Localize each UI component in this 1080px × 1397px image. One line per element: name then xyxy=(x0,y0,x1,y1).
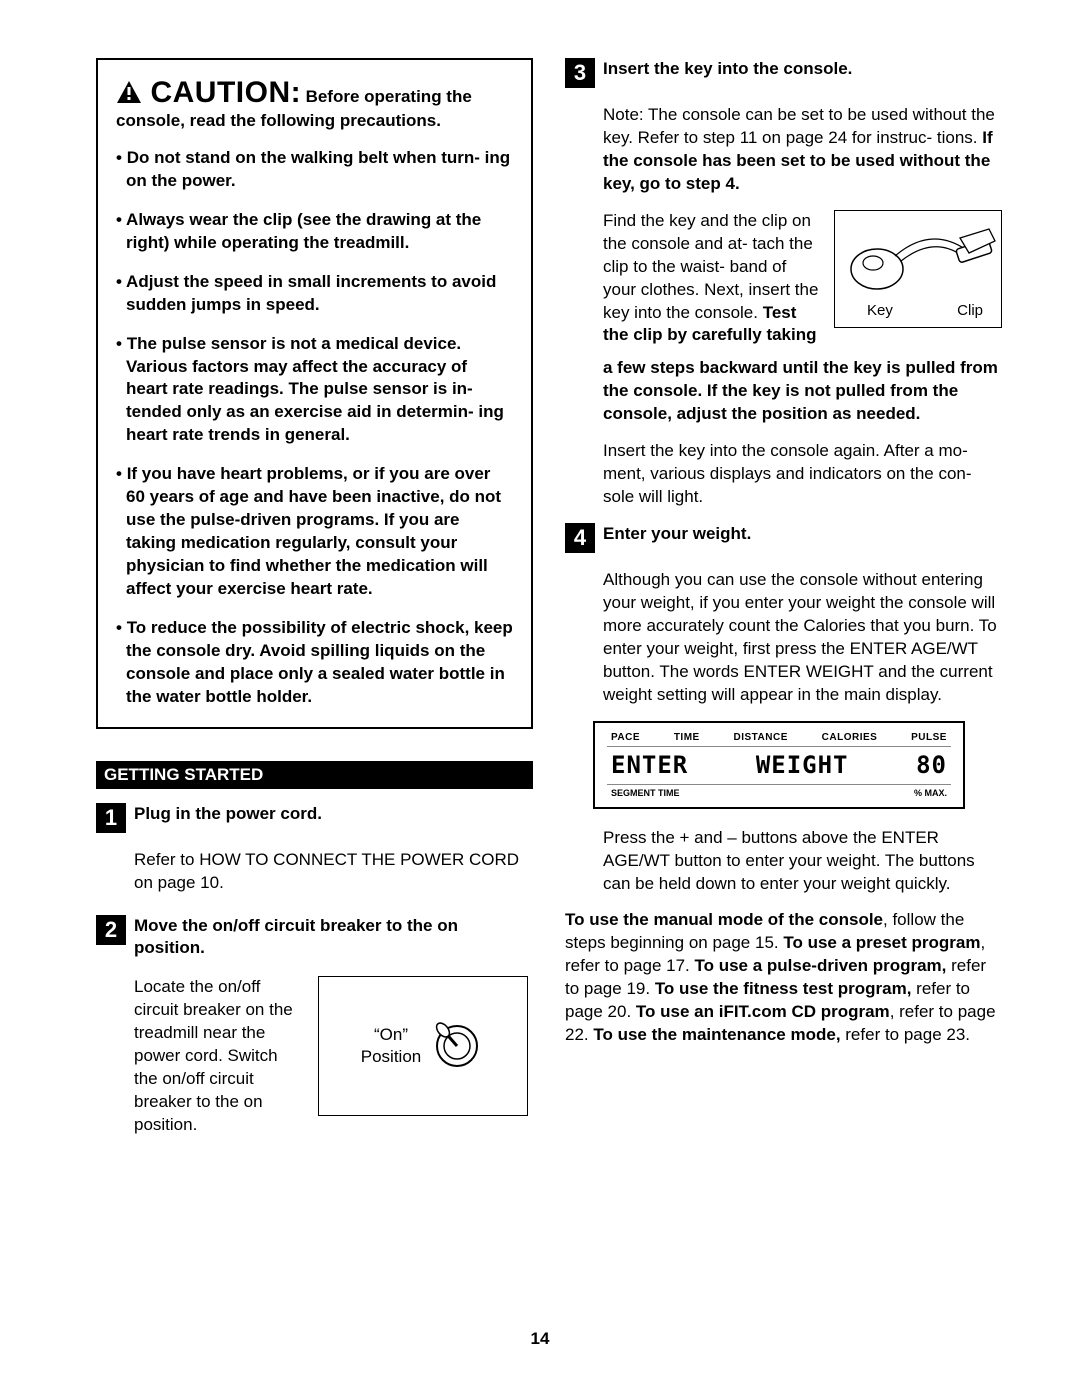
display-label-segment-time: SEGMENT TIME xyxy=(611,787,680,799)
on-label: “On” xyxy=(374,1025,408,1044)
key-clip-text: Find the key and the clip on the console… xyxy=(603,210,822,348)
step-2-row: Locate the on/off circuit breaker on the… xyxy=(96,976,533,1137)
caution-item: Always wear the clip (see the drawing at… xyxy=(116,209,513,255)
caution-list: Do not stand on the walking belt when tu… xyxy=(116,147,513,709)
caution-item: The pulse sensor is not a medical device… xyxy=(116,333,513,448)
console-display-panel: PACE TIME DISTANCE CALORIES PULSE ENTER … xyxy=(593,721,965,809)
warning-triangle-icon xyxy=(116,80,142,109)
key-clip-row: Find the key and the clip on the console… xyxy=(603,210,1002,348)
left-column: CAUTION: Before operating the console, r… xyxy=(96,58,533,1137)
step-3-note-plain: Note: The console can be set to be used … xyxy=(603,105,995,147)
step-number: 4 xyxy=(565,523,595,553)
closing-b1: To use the manual mode of the console xyxy=(565,910,883,929)
display-word-enter: ENTER xyxy=(611,749,688,781)
on-position-label: “On” Position xyxy=(361,1024,421,1068)
step-2-text: Locate the on/off circuit breaker on the… xyxy=(134,976,304,1137)
closing-r6: refer to page 23. xyxy=(841,1025,970,1044)
key-clip-drawing-icon xyxy=(835,211,1003,301)
step-2: 2 Move the on/off circuit breaker to the… xyxy=(96,915,533,961)
step-4-p2-wrap: Press the + and – buttons above the ENTE… xyxy=(565,827,1002,896)
closing-b2: To use a preset program xyxy=(783,933,980,952)
caution-word: CAUTION: xyxy=(150,76,301,109)
display-top-labels: PACE TIME DISTANCE CALORIES PULSE xyxy=(607,731,951,747)
key-clip-figure: Key Clip xyxy=(834,210,1002,328)
caution-intro-part2: console, read the following precautions. xyxy=(116,111,441,130)
display-label-pulse: PULSE xyxy=(911,731,947,745)
display-bottom-labels: SEGMENT TIME % MAX. xyxy=(607,785,951,799)
display-main-readout: ENTER WEIGHT 80 xyxy=(607,746,951,784)
display-label-time: TIME xyxy=(674,731,700,745)
display-label-pace: PACE xyxy=(611,731,640,745)
caution-intro-part1: Before operating the xyxy=(306,87,472,106)
step-number: 3 xyxy=(565,58,595,88)
key-label: Key xyxy=(867,301,893,321)
step-4-p1: Although you can use the console without… xyxy=(603,569,1002,707)
step-4-body: Although you can use the console without… xyxy=(565,569,1002,707)
display-value-weight: 80 xyxy=(916,749,947,781)
page-number: 14 xyxy=(0,1329,1080,1349)
circuit-breaker-figure: “On” Position xyxy=(318,976,528,1116)
closing-b3: To use a pulse-driven program, xyxy=(694,956,946,975)
step-4-title: Enter your weight. xyxy=(603,523,1002,546)
caution-item: To reduce the possibility of electric sh… xyxy=(116,617,513,709)
step-3-bold-continuation: a few steps backward until the key is pu… xyxy=(603,357,1002,426)
step-3: 3 Insert the key into the console. xyxy=(565,58,1002,88)
step-number: 1 xyxy=(96,803,126,833)
step-1-title: Plug in the power cord. xyxy=(134,803,533,826)
caution-item: If you have heart problems, or if you ar… xyxy=(116,463,513,601)
display-word-weight: WEIGHT xyxy=(756,749,849,781)
step-4: 4 Enter your weight. xyxy=(565,523,1002,553)
clip-label: Clip xyxy=(957,301,983,321)
caution-box: CAUTION: Before operating the console, r… xyxy=(96,58,533,729)
step-3-final: Insert the key into the console again. A… xyxy=(603,440,1002,509)
caution-heading-line: CAUTION: Before operating the xyxy=(116,76,513,110)
manual-page: CAUTION: Before operating the console, r… xyxy=(0,0,1080,1397)
breaker-knob-icon xyxy=(429,1016,485,1077)
display-label-pct-max: % MAX. xyxy=(914,787,947,799)
step-number: 2 xyxy=(96,915,126,945)
step-2-title: Move the on/off circuit breaker to the o… xyxy=(134,915,533,961)
step-1-text: Refer to HOW TO CONNECT THE POWER CORD o… xyxy=(96,849,533,895)
section-header: GETTING STARTED xyxy=(96,761,533,789)
caution-item: Do not stand on the walking belt when tu… xyxy=(116,147,513,193)
step-3-note: Note: The console can be set to be used … xyxy=(603,104,1002,196)
step-3-body: Note: The console can be set to be used … xyxy=(565,104,1002,509)
closing-b6: To use the maintenance mode, xyxy=(593,1025,840,1044)
step-1: 1 Plug in the power cord. xyxy=(96,803,533,833)
closing-b5: To use an iFIT.com CD program xyxy=(636,1002,890,1021)
caution-item: Adjust the speed in small increments to … xyxy=(116,271,513,317)
display-label-calories: CALORIES xyxy=(822,731,878,745)
step-4-p2: Press the + and – buttons above the ENTE… xyxy=(603,827,1002,896)
position-label: Position xyxy=(361,1047,421,1066)
right-column: 3 Insert the key into the console. Note:… xyxy=(565,58,1002,1137)
display-label-distance: DISTANCE xyxy=(734,731,788,745)
closing-paragraph: To use the manual mode of the console, f… xyxy=(565,909,1002,1047)
two-column-layout: CAUTION: Before operating the console, r… xyxy=(96,58,1002,1137)
step-3-title: Insert the key into the console. xyxy=(603,58,1002,81)
closing-b4: To use the fitness test program, xyxy=(655,979,912,998)
